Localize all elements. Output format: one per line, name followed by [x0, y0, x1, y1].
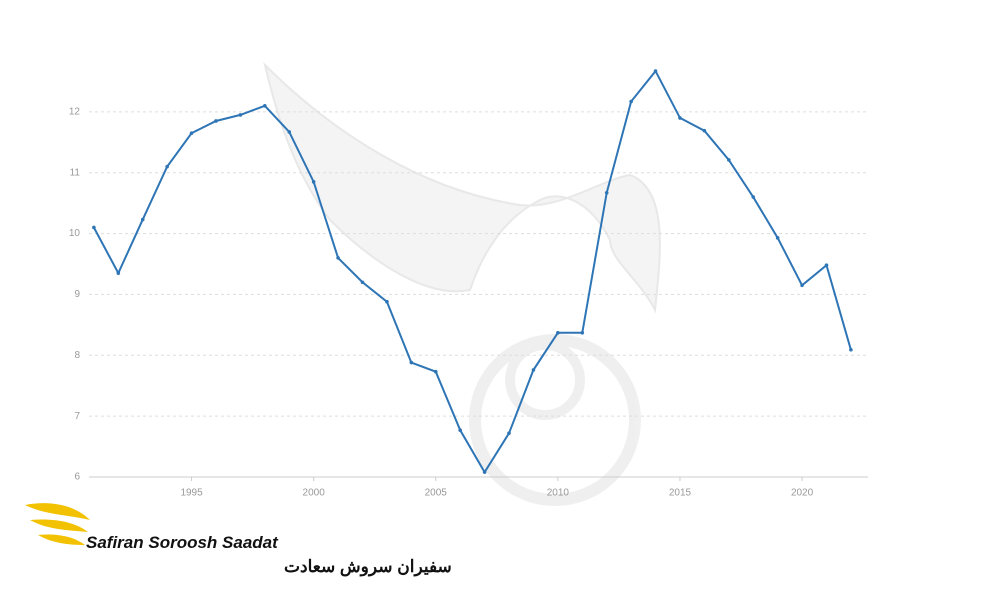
data-point [702, 128, 707, 133]
data-point [360, 280, 365, 285]
data-point [531, 368, 536, 372]
data-point [311, 180, 316, 184]
data-point [678, 116, 682, 120]
data-point [507, 431, 511, 435]
x-tick-label: 2020 [791, 488, 814, 499]
y-tick-label: 10 [69, 228, 81, 239]
data-point [604, 190, 609, 195]
data-point [629, 99, 633, 104]
data-point [116, 271, 121, 275]
y-tick-label: 9 [74, 289, 80, 300]
data-point [287, 130, 292, 134]
data-point [458, 428, 462, 432]
x-tick-label: 2000 [303, 488, 326, 499]
data-point [336, 256, 340, 260]
data-point [214, 119, 218, 123]
y-tick-label: 7 [74, 411, 80, 422]
logo: Safiran Soroosh Saadat سفیران سروش سعادت [25, 503, 452, 577]
logo-brand-fa: سفیران سروش سعادت [284, 557, 452, 577]
logo-brand: Safiran Soroosh Saadat [86, 533, 279, 552]
data-point [92, 225, 96, 230]
data-point [263, 103, 267, 108]
data-point [775, 236, 780, 240]
data-point [165, 164, 169, 169]
y-tick-label: 11 [70, 167, 81, 178]
y-tick-label: 8 [74, 350, 80, 361]
data-point [727, 158, 731, 162]
y-tick-label: 12 [69, 106, 81, 117]
data-point [580, 330, 585, 335]
x-tick-label: 1995 [180, 488, 203, 499]
data-point [140, 217, 145, 222]
data-point [800, 283, 804, 288]
x-tick-label: 2015 [669, 488, 692, 499]
x-tick-label: 2010 [547, 488, 570, 499]
data-point [385, 299, 389, 304]
data-point [433, 369, 438, 374]
data-point [824, 263, 829, 268]
data-point [482, 470, 487, 474]
data-line [93, 69, 852, 475]
data-point [238, 113, 243, 117]
data-point [189, 131, 194, 135]
data-point [751, 195, 756, 199]
watermark [263, 61, 661, 506]
data-point [556, 330, 560, 335]
data-point [653, 69, 658, 73]
data-point [849, 348, 853, 352]
y-tick-label: 6 [74, 472, 80, 483]
data-point [409, 360, 414, 365]
x-tick-label: 2005 [425, 488, 448, 499]
